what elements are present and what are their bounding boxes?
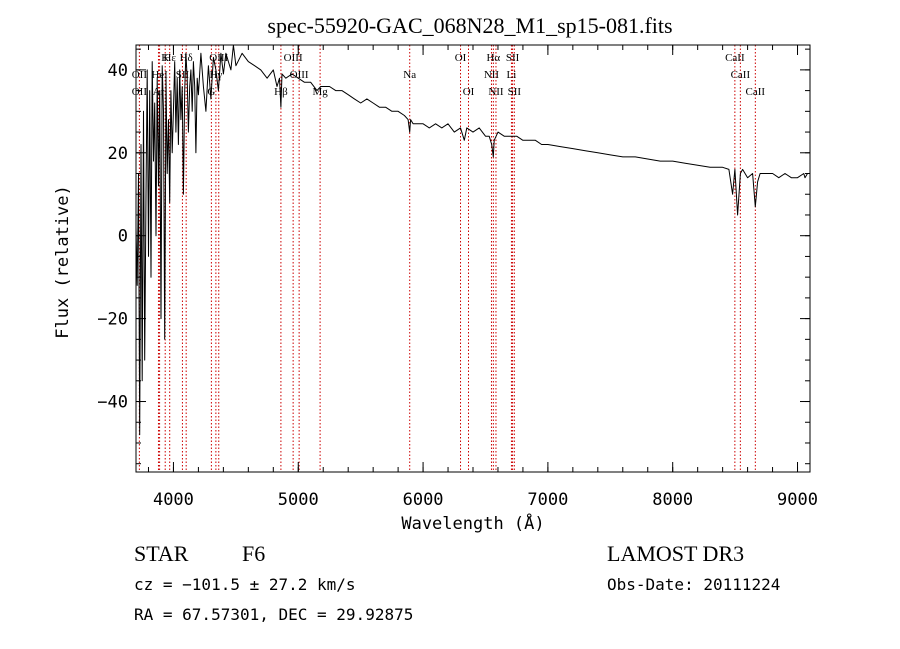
line-marker-label: CaII xyxy=(731,69,751,81)
x-tick-label: 5000 xyxy=(278,490,319,510)
line-marker-label: CaII xyxy=(746,86,766,98)
x-tick-label: 7000 xyxy=(527,490,568,510)
chart-title: spec-55920-GAC_068N28_M1_sp15-081.fits xyxy=(267,13,672,38)
y-tick-label: 20 xyxy=(108,144,128,164)
line-marker-label: HeI xyxy=(151,69,168,81)
x-axis-label: Wavelength (Å) xyxy=(401,512,544,534)
y-tick-label: −40 xyxy=(97,393,128,413)
y-axis-label: Flux (relative) xyxy=(53,185,73,339)
line-marker-label: OIII xyxy=(290,69,309,81)
line-marker-label: Li xyxy=(507,69,517,81)
sky-coordinates: RA = 67.57301, DEC = 29.92875 xyxy=(134,605,413,624)
line-marker-label: OIII xyxy=(284,52,303,64)
line-marker-label: NII xyxy=(488,86,504,98)
line-markers xyxy=(138,45,756,472)
line-marker-label: SII xyxy=(508,86,522,98)
x-tick-label: 4000 xyxy=(153,490,194,510)
spectrum-line xyxy=(135,44,810,436)
survey-name: LAMOST DR3 xyxy=(607,541,744,566)
line-marker-label: Na xyxy=(403,69,416,81)
line-marker-label: OI xyxy=(455,52,467,64)
line-marker-label: Hα xyxy=(486,52,500,64)
axis-ticks xyxy=(136,45,810,472)
y-tick-label: −20 xyxy=(97,310,128,330)
x-tick-label: 6000 xyxy=(403,490,444,510)
x-tick-label: 8000 xyxy=(652,490,693,510)
observation-date: Obs-Date: 20111224 xyxy=(607,575,780,594)
y-tick-label: 40 xyxy=(108,61,128,81)
redshift-velocity: cz = −101.5 ± 27.2 km/s xyxy=(134,575,356,594)
axis-tick-labels: 4000 5000 6000 7000 8000 9000 −40 −20 0 20 40 xyxy=(97,61,818,510)
plot-frame xyxy=(135,44,811,473)
line-marker-label: OII xyxy=(132,69,148,81)
line-marker-label: K xyxy=(161,52,169,64)
line-marker-label: NII xyxy=(484,69,500,81)
line-marker-label: OII xyxy=(132,86,148,98)
object-class: STAR xyxy=(134,541,189,566)
line-marker-label: OI xyxy=(463,86,475,98)
x-tick-label: 9000 xyxy=(777,490,818,510)
y-tick-label: 0 xyxy=(118,227,128,247)
object-subclass: F6 xyxy=(242,541,265,566)
line-marker-label: CaII xyxy=(725,52,745,64)
line-marker-label: Ar xyxy=(153,86,165,98)
line-marker-label: SII xyxy=(506,52,520,64)
